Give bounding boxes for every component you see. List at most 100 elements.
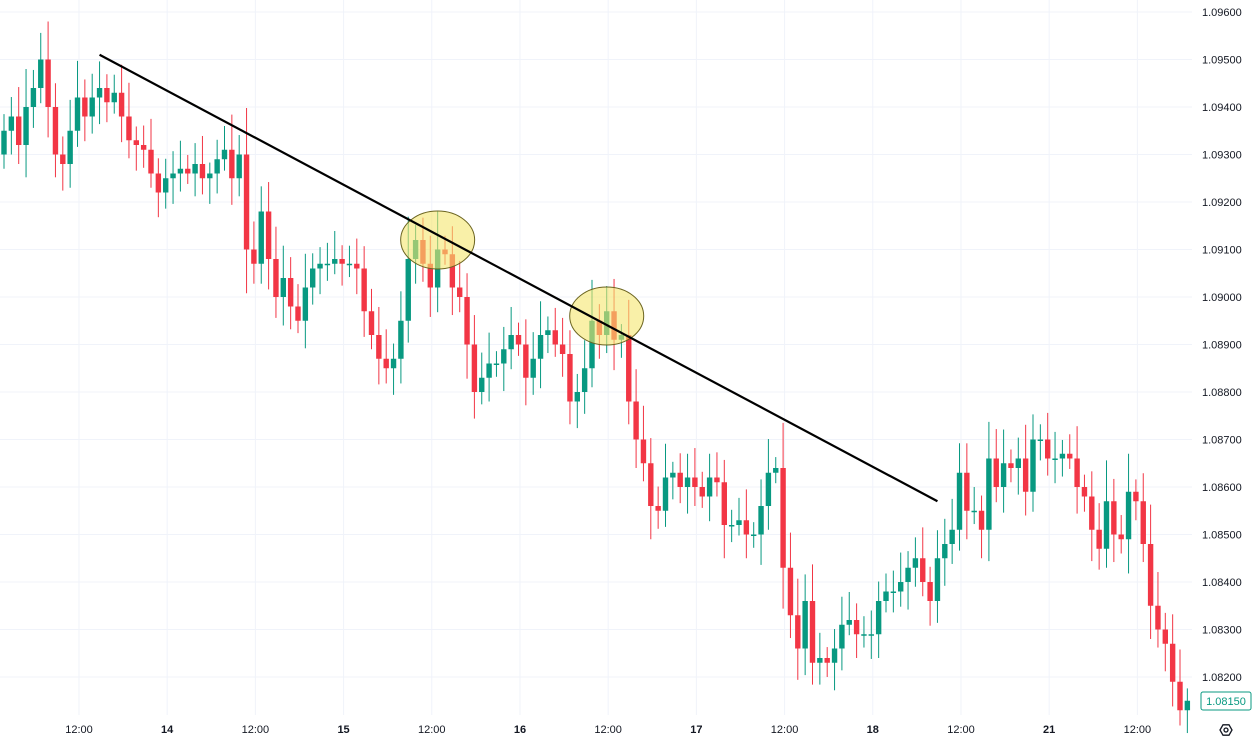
candle bbox=[457, 260, 463, 313]
candle-body bbox=[74, 97, 81, 131]
candle-body bbox=[1059, 453, 1066, 459]
candle-body bbox=[273, 259, 279, 297]
candle-body bbox=[809, 601, 816, 663]
time-tick-label: 16 bbox=[514, 724, 526, 736]
candle bbox=[787, 532, 794, 639]
candle-body bbox=[523, 344, 529, 378]
candle-body bbox=[140, 145, 147, 150]
candle bbox=[1, 114, 7, 169]
candle bbox=[280, 245, 286, 326]
candle bbox=[1125, 453, 1132, 574]
candle-body bbox=[552, 330, 558, 345]
candle-body bbox=[310, 268, 316, 288]
candle-body bbox=[471, 344, 478, 392]
price-axis[interactable]: 1.09600 1.09500 1.09400 1.09300 1.09200 1.091… bbox=[1202, 7, 1242, 684]
candle bbox=[265, 182, 272, 290]
candle-body bbox=[1000, 463, 1007, 487]
candle-body bbox=[714, 477, 720, 483]
candle bbox=[1067, 434, 1073, 469]
candle bbox=[493, 351, 500, 377]
candle bbox=[1155, 572, 1161, 648]
candle-body bbox=[1177, 681, 1183, 711]
candle-body bbox=[52, 107, 59, 155]
candle bbox=[949, 498, 955, 564]
candle-body bbox=[861, 634, 867, 636]
candle-body bbox=[287, 278, 294, 307]
candle-body bbox=[751, 534, 757, 536]
candle-body bbox=[728, 525, 735, 527]
candle bbox=[964, 443, 970, 540]
candle bbox=[111, 74, 117, 114]
candle-body bbox=[824, 658, 830, 663]
candle-body bbox=[493, 363, 500, 365]
candle bbox=[82, 79, 88, 142]
candle bbox=[574, 373, 580, 429]
trendline bbox=[99, 53, 938, 503]
time-tick-label: 12:00 bbox=[771, 724, 799, 736]
candle-body bbox=[743, 520, 750, 535]
candle-body bbox=[934, 558, 941, 601]
candle-body bbox=[185, 168, 191, 174]
time-tick-label: 12:00 bbox=[242, 724, 270, 736]
candle-body bbox=[251, 249, 257, 264]
candle-body bbox=[905, 567, 911, 582]
candle bbox=[89, 73, 95, 134]
candle-body bbox=[361, 268, 367, 312]
candle bbox=[934, 530, 941, 623]
candle bbox=[155, 158, 162, 218]
time-tick-label: 12:00 bbox=[594, 724, 622, 736]
candle-body bbox=[339, 259, 345, 264]
candle bbox=[1133, 479, 1139, 521]
candle bbox=[229, 114, 235, 205]
candle bbox=[74, 60, 81, 147]
candle bbox=[67, 99, 73, 188]
candle-body bbox=[1022, 458, 1029, 492]
candle-body bbox=[104, 88, 110, 103]
candle-body bbox=[82, 97, 88, 117]
candle-body bbox=[163, 178, 169, 193]
candle bbox=[677, 453, 683, 504]
candle-body bbox=[1111, 501, 1117, 535]
candle bbox=[545, 316, 551, 354]
candle bbox=[692, 448, 698, 506]
candle bbox=[1022, 424, 1029, 516]
candle bbox=[464, 273, 470, 379]
candle-body bbox=[207, 173, 213, 179]
candle-body bbox=[89, 97, 95, 117]
candle-body bbox=[221, 149, 228, 160]
candle-body bbox=[148, 149, 154, 174]
candle bbox=[993, 429, 999, 503]
candle-body bbox=[1015, 458, 1021, 468]
candle-body bbox=[229, 149, 235, 179]
time-axis[interactable]: 12:00 14 12:00 15 12:00 16 12:00 17 12:00 18 12:00… bbox=[65, 724, 1151, 736]
candle bbox=[875, 581, 882, 658]
candle-body bbox=[758, 506, 764, 535]
candle bbox=[537, 301, 544, 389]
candle bbox=[912, 537, 919, 587]
candle bbox=[501, 326, 507, 392]
candle-body bbox=[199, 164, 206, 179]
candle-body bbox=[831, 648, 838, 663]
price-tick-label: 1.08900 bbox=[1202, 340, 1242, 352]
candle-body bbox=[1118, 534, 1124, 540]
candle bbox=[185, 154, 191, 184]
price-tick-label: 1.09500 bbox=[1202, 55, 1242, 67]
candle-body bbox=[567, 354, 573, 402]
gear-icon[interactable] bbox=[1219, 724, 1233, 736]
candle bbox=[986, 421, 992, 562]
candle-body bbox=[1, 130, 7, 155]
candle bbox=[1008, 449, 1014, 483]
candle-body bbox=[280, 278, 286, 297]
price-tick-label: 1.08300 bbox=[1202, 625, 1242, 637]
candle-body bbox=[633, 401, 639, 440]
candle-body bbox=[1103, 501, 1110, 549]
candle-body bbox=[515, 335, 522, 345]
candle bbox=[633, 369, 639, 468]
price-tick-label: 1.09300 bbox=[1202, 150, 1242, 162]
candle-body bbox=[258, 211, 264, 264]
candle bbox=[163, 158, 169, 209]
candle bbox=[133, 126, 139, 171]
price-tick-label: 1.09000 bbox=[1202, 292, 1242, 304]
candle bbox=[207, 162, 213, 204]
